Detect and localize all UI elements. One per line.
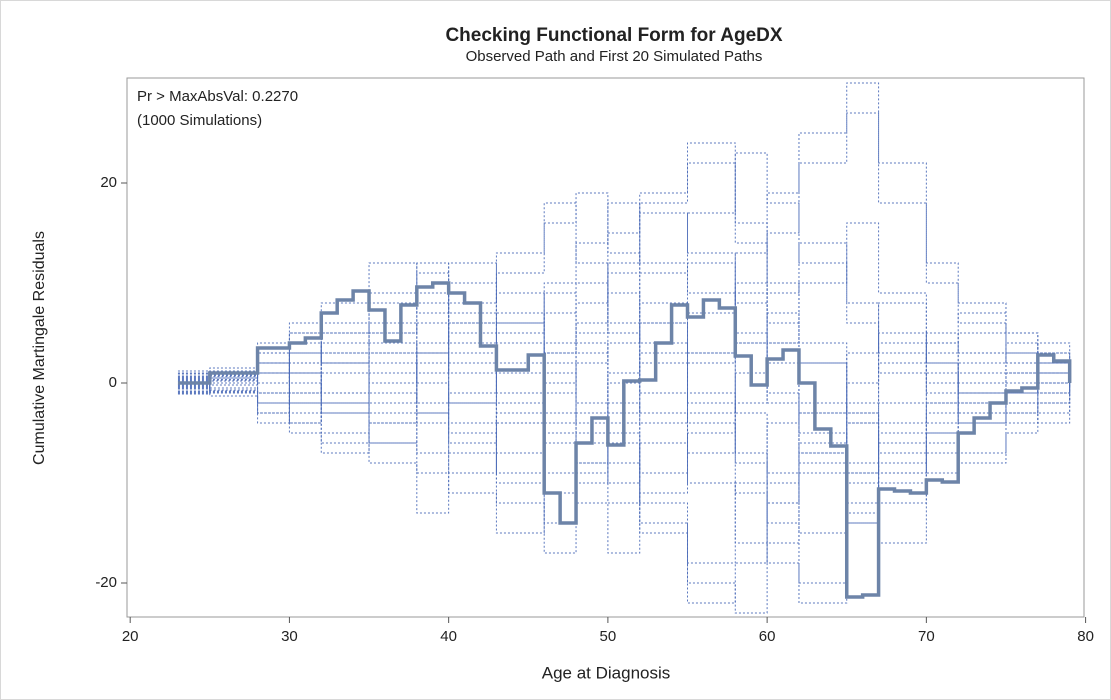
y-axis-label: Cumulative Martingale Residuals — [31, 231, 48, 465]
simulated-path — [177, 282, 1071, 504]
simulated-path — [177, 292, 1071, 604]
x-tick-label: 80 — [1077, 628, 1094, 645]
y-tick-label: 20 — [100, 174, 117, 191]
simulated-path — [177, 362, 1071, 564]
x-tick-label: 40 — [440, 628, 457, 645]
x-tick-label: 30 — [281, 628, 298, 645]
simulated-path — [177, 202, 1071, 454]
x-tick-label: 60 — [759, 628, 776, 645]
simulated-path — [177, 242, 1071, 474]
plot-frame — [126, 77, 1085, 618]
plot-area — [177, 82, 1072, 614]
annotation: (1000 Simulations) — [137, 112, 262, 129]
chart-subtitle: Observed Path and First 20 Simulated Pat… — [466, 48, 763, 65]
x-tick-label: 70 — [918, 628, 935, 645]
x-tick-label: 50 — [600, 628, 617, 645]
x-axis-label: Age at Diagnosis — [542, 663, 671, 682]
observed-path — [177, 281, 1072, 599]
y-tick-label: -20 — [95, 574, 117, 591]
annotation: Pr > MaxAbsVal: 0.2270 — [137, 88, 298, 105]
y-tick-label: 0 — [109, 374, 117, 391]
simulated-path — [177, 292, 1071, 614]
x-tick-label: 20 — [122, 628, 139, 645]
chart-title: Checking Functional Form for AgeDX — [445, 25, 782, 46]
